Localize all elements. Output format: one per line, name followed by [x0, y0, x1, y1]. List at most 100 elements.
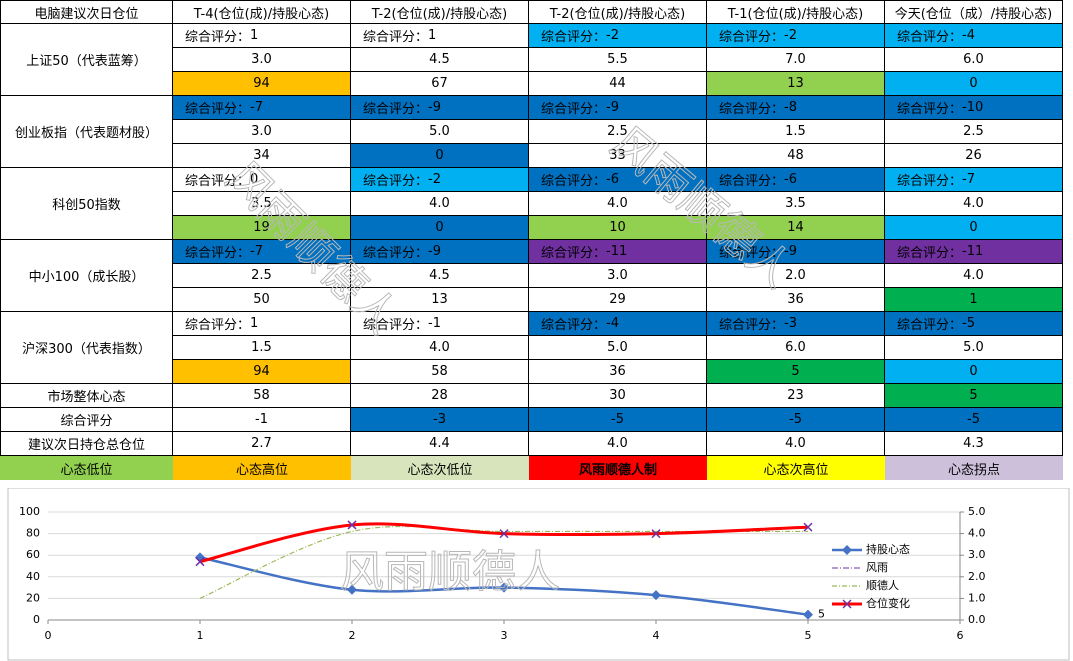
score-label: 综合评分：	[185, 174, 251, 189]
mood-cell: 19	[173, 216, 351, 240]
position-cell: 4.0	[885, 264, 1063, 288]
score-value: 1	[428, 28, 437, 43]
x-tick-label: 6	[957, 629, 964, 642]
score-value: -9	[428, 244, 441, 259]
score-value: -8	[784, 100, 797, 115]
mood-cell: 0	[885, 216, 1063, 240]
score-cell: 综合评分： -2	[707, 24, 885, 48]
score-cell: 综合评分： -6	[529, 168, 707, 192]
position-cell: 2.5	[885, 120, 1063, 144]
score-label: 综合评分：	[185, 246, 251, 261]
score-value: -9	[606, 100, 619, 115]
y2-tick-label: 3.0	[968, 548, 986, 561]
score-value: 0	[250, 172, 259, 187]
score-label: 综合评分：	[897, 318, 963, 333]
position-cell: 3.0	[173, 120, 351, 144]
score-value: -1	[428, 316, 441, 331]
index-name: 中小100（成长股）	[0, 240, 173, 312]
score-label: 综合评分：	[541, 102, 607, 117]
mood-cell: 13	[351, 288, 529, 312]
y-tick-label: 80	[26, 527, 40, 540]
score-label: 综合评分：	[363, 102, 429, 117]
position-cell: 5.0	[885, 336, 1063, 360]
position-cell: 3.5	[707, 192, 885, 216]
position-cell: 3.5	[173, 192, 351, 216]
marker	[651, 529, 661, 539]
x-tick-label: 4	[653, 629, 660, 642]
score-value: -11	[962, 244, 984, 259]
score-value: -9	[784, 244, 797, 259]
score-label: 综合评分：	[897, 246, 963, 261]
x-tick-label: 5	[805, 629, 812, 642]
score-cell: 综合评分： -10	[885, 96, 1063, 120]
summary-cell: -5	[529, 408, 707, 432]
index-name: 科创50指数	[0, 168, 173, 240]
score-value: -6	[784, 172, 797, 187]
score-label: 综合评分：	[541, 318, 607, 333]
mood-cell: 67	[351, 72, 529, 96]
mood-cell: 58	[351, 360, 529, 384]
score-value: -4	[962, 28, 975, 43]
position-cell: 4.0	[351, 336, 529, 360]
x-tick-label: 0	[45, 629, 52, 642]
x-tick-label: 2	[349, 629, 356, 642]
summary-cell: 4.3	[885, 432, 1063, 456]
score-value: 1	[250, 28, 259, 43]
position-cell: 4.5	[351, 48, 529, 72]
summary-cell: -5	[707, 408, 885, 432]
mood-cell: 34	[173, 144, 351, 168]
summary-cell: 5	[885, 384, 1063, 408]
position-cell: 5.0	[529, 336, 707, 360]
score-label: 综合评分：	[719, 30, 785, 45]
score-cell: 综合评分： -9	[351, 240, 529, 264]
index-name: 创业板指（代表题材股）	[0, 96, 173, 168]
chart-frame	[7, 488, 1070, 661]
summary-cell: 4.4	[351, 432, 529, 456]
score-label: 综合评分：	[897, 174, 963, 189]
score-cell: 综合评分： -11	[529, 240, 707, 264]
score-cell: 综合评分： 1	[173, 312, 351, 336]
marker	[651, 590, 661, 601]
mood-cell: 26	[885, 144, 1063, 168]
summary-cell: 23	[707, 384, 885, 408]
legend-marker	[842, 545, 852, 555]
score-cell: 综合评分： 1	[173, 24, 351, 48]
score-label: 综合评分：	[719, 246, 785, 261]
score-value: -2	[784, 28, 797, 43]
summary-cell: 2.7	[173, 432, 351, 456]
position-cell: 5.0	[351, 120, 529, 144]
position-cell: 6.0	[885, 48, 1063, 72]
summary-cell: -5	[885, 408, 1063, 432]
x-tick-label: 3	[501, 629, 508, 642]
y-tick-label: 0	[33, 613, 40, 626]
mood-cell: 0	[351, 144, 529, 168]
header-cell: 电脑建议次日仓位	[0, 0, 173, 24]
mood-cell: 48	[707, 144, 885, 168]
marker	[499, 582, 509, 593]
score-label: 综合评分：	[541, 30, 607, 45]
score-cell: 综合评分： -3	[707, 312, 885, 336]
position-cell: 5.5	[529, 48, 707, 72]
score-value: -9	[428, 100, 441, 115]
legend-cell: 心态低位	[0, 456, 173, 480]
position-cell: 7.0	[707, 48, 885, 72]
mood-cell: 94	[173, 360, 351, 384]
score-value: -2	[428, 172, 441, 187]
marker	[347, 584, 357, 595]
summary-name: 市场整体心态	[0, 384, 173, 408]
score-value: -3	[784, 316, 797, 331]
summary-cell: 28	[351, 384, 529, 408]
legend-label: 持股心态	[866, 542, 910, 556]
summary-cell: 4.0	[529, 432, 707, 456]
y2-tick-label: 0.0	[968, 613, 986, 626]
score-value: -10	[962, 100, 984, 115]
score-value: -7	[250, 244, 263, 259]
index-name: 沪深300（代表指数）	[0, 312, 173, 384]
score-cell: 综合评分： -7	[173, 240, 351, 264]
mood-cell: 36	[529, 360, 707, 384]
marker	[499, 529, 509, 539]
legend-cell: 心态次低位	[351, 456, 529, 480]
index-name: 上证50（代表蓝筹）	[0, 24, 173, 96]
score-value: -7	[962, 172, 975, 187]
position-cell: 1.5	[173, 336, 351, 360]
